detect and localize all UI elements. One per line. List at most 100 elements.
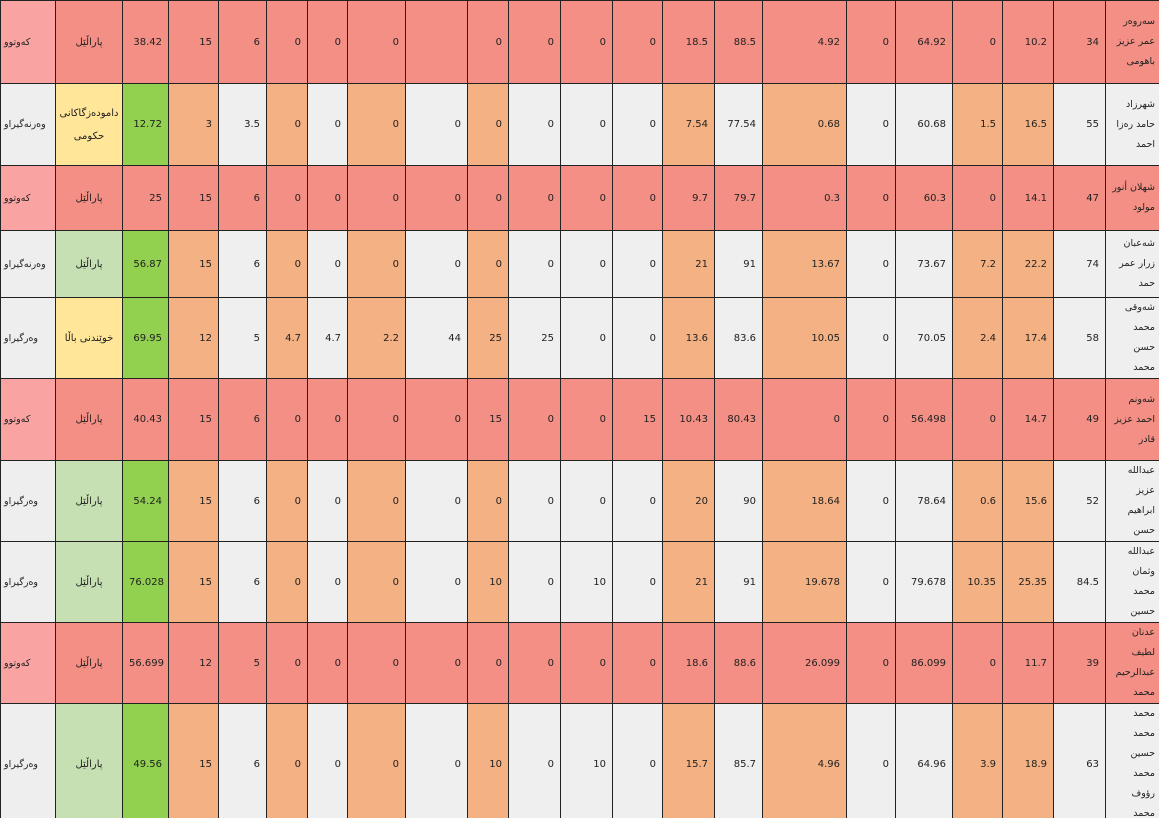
score-cell: 18.5 [662,0,715,84]
score-cell: 22.2 [1002,230,1054,298]
score-cell: 0 [307,460,348,542]
status-cell: وەرگیراو [0,460,56,542]
score-cell: 0 [952,622,1003,704]
score-cell: 56.498 [895,378,953,461]
score-cell: 49.56 [122,703,169,818]
score-cell: 15 [467,378,509,461]
score-cell: 0 [508,460,561,542]
score-cell: 3.9 [952,703,1003,818]
category-cell: پاراڵێل [55,378,123,461]
status-cell: کەوتوو [0,165,56,231]
score-cell: 0 [846,0,896,84]
score-cell: 4.96 [762,703,847,818]
score-cell: 16.5 [1002,83,1054,166]
score-cell: 83.6 [714,297,763,379]
table-row: وەرگیراو خوێندنی باڵا 69.95 12 5 4.7 4.7 2.2 44 2… [0,297,1159,379]
score-cell: 15 [168,165,219,231]
score-cell: 0 [266,378,308,461]
score-cell: 15.6 [1002,460,1054,542]
score-cell: 0 [612,0,663,84]
score-cell: 0 [467,165,509,231]
score-cell: 25.35 [1002,541,1054,623]
score-cell: 60.68 [895,83,953,166]
score-cell: 0 [405,230,468,298]
table-row: کەوتوو پاراڵێل 56.699 12 5 0 0 0 0 0 0 0 0 18.6 88.6 26… [0,622,1159,704]
score-cell: 2.2 [347,297,406,379]
score-cell: 64.96 [895,703,953,818]
score-cell: 0 [846,703,896,818]
score-cell: 12 [168,297,219,379]
category-cell: پاراڵێل [55,703,123,818]
score-cell: 3.5 [218,83,267,166]
score-cell: 0 [347,0,406,84]
score-cell: 0 [846,83,896,166]
score-cell: 0 [266,230,308,298]
name-cell: شەوقی محمد حسن محمد [1105,297,1159,379]
score-cell: 0 [508,703,561,818]
score-cell: 15 [612,378,663,461]
score-cell: 6 [218,541,267,623]
score-cell: 0 [405,703,468,818]
score-cell: 0 [307,703,348,818]
score-cell: 80.43 [714,378,763,461]
score-cell: 0 [846,622,896,704]
score-cell: 0 [307,0,348,84]
score-cell: 25 [467,297,509,379]
score-cell: 0 [508,165,561,231]
score-cell: 74 [1053,230,1106,298]
score-cell: 39 [1053,622,1106,704]
score-cell: 13.67 [762,230,847,298]
category-cell: خوێندنی باڵا [55,297,123,379]
score-cell: 19.678 [762,541,847,623]
score-cell: 10.2 [1002,0,1054,84]
score-cell: 0 [846,165,896,231]
score-cell: 73.67 [895,230,953,298]
status-cell: وەرگیراو [0,297,56,379]
score-cell: 0 [560,0,613,84]
score-cell: 0 [347,703,406,818]
status-cell: کەوتوو [0,378,56,461]
score-cell: 6 [218,703,267,818]
score-cell: 85.7 [714,703,763,818]
score-cell: 0 [560,230,613,298]
score-cell: 10.43 [662,378,715,461]
score-cell: 0 [467,230,509,298]
score-cell: 2.4 [952,297,1003,379]
score-cell: 12.72 [122,83,169,166]
category-cell: دامودەزگاکانی حکومی [55,83,123,166]
table-row: کەوتوو پاراڵێل 40.43 15 6 0 0 0 0 15 0 0 15 10.43 80.4… [0,378,1159,461]
score-cell: 0 [266,0,308,84]
score-cell: 64.92 [895,0,953,84]
score-cell: 0 [347,230,406,298]
status-cell: وەرنەگیراو [0,83,56,166]
score-cell: 6 [218,460,267,542]
score-cell: 0 [612,230,663,298]
score-cell: 21 [662,541,715,623]
score-cell: 78.64 [895,460,953,542]
score-cell: 0 [347,83,406,166]
score-cell: 15 [168,0,219,84]
score-cell: 10 [560,541,613,623]
score-cell: 26.099 [762,622,847,704]
score-cell: 0 [347,622,406,704]
category-cell: پاراڵێل [55,622,123,704]
score-cell: 0 [560,460,613,542]
score-cell: 15 [168,378,219,461]
table-row: وەرگیراو پاراڵێل 76.028 15 6 0 0 0 0 10 0 10 0 21 91 19… [0,541,1159,623]
score-cell: 12 [168,622,219,704]
score-cell: 0 [266,165,308,231]
table-row: وەرنەگیراو دامودەزگاکانی حکومی 12.72 3 3.5 0 0… [0,83,1159,166]
score-cell: 0.68 [762,83,847,166]
score-cell: 0 [467,83,509,166]
score-cell: 0 [560,622,613,704]
table-row: وەرنەگیراو پاراڵێل 56.87 15 6 0 0 0 0 0 0 0 0 21 91 13.… [0,230,1159,298]
score-cell: 0 [612,297,663,379]
score-cell: 49 [1053,378,1106,461]
status-cell: وەرگیراو [0,703,56,818]
category-cell: پاراڵێل [55,460,123,542]
score-cell: 52 [1053,460,1106,542]
score-cell: 0 [307,165,348,231]
score-cell: 6 [218,0,267,84]
